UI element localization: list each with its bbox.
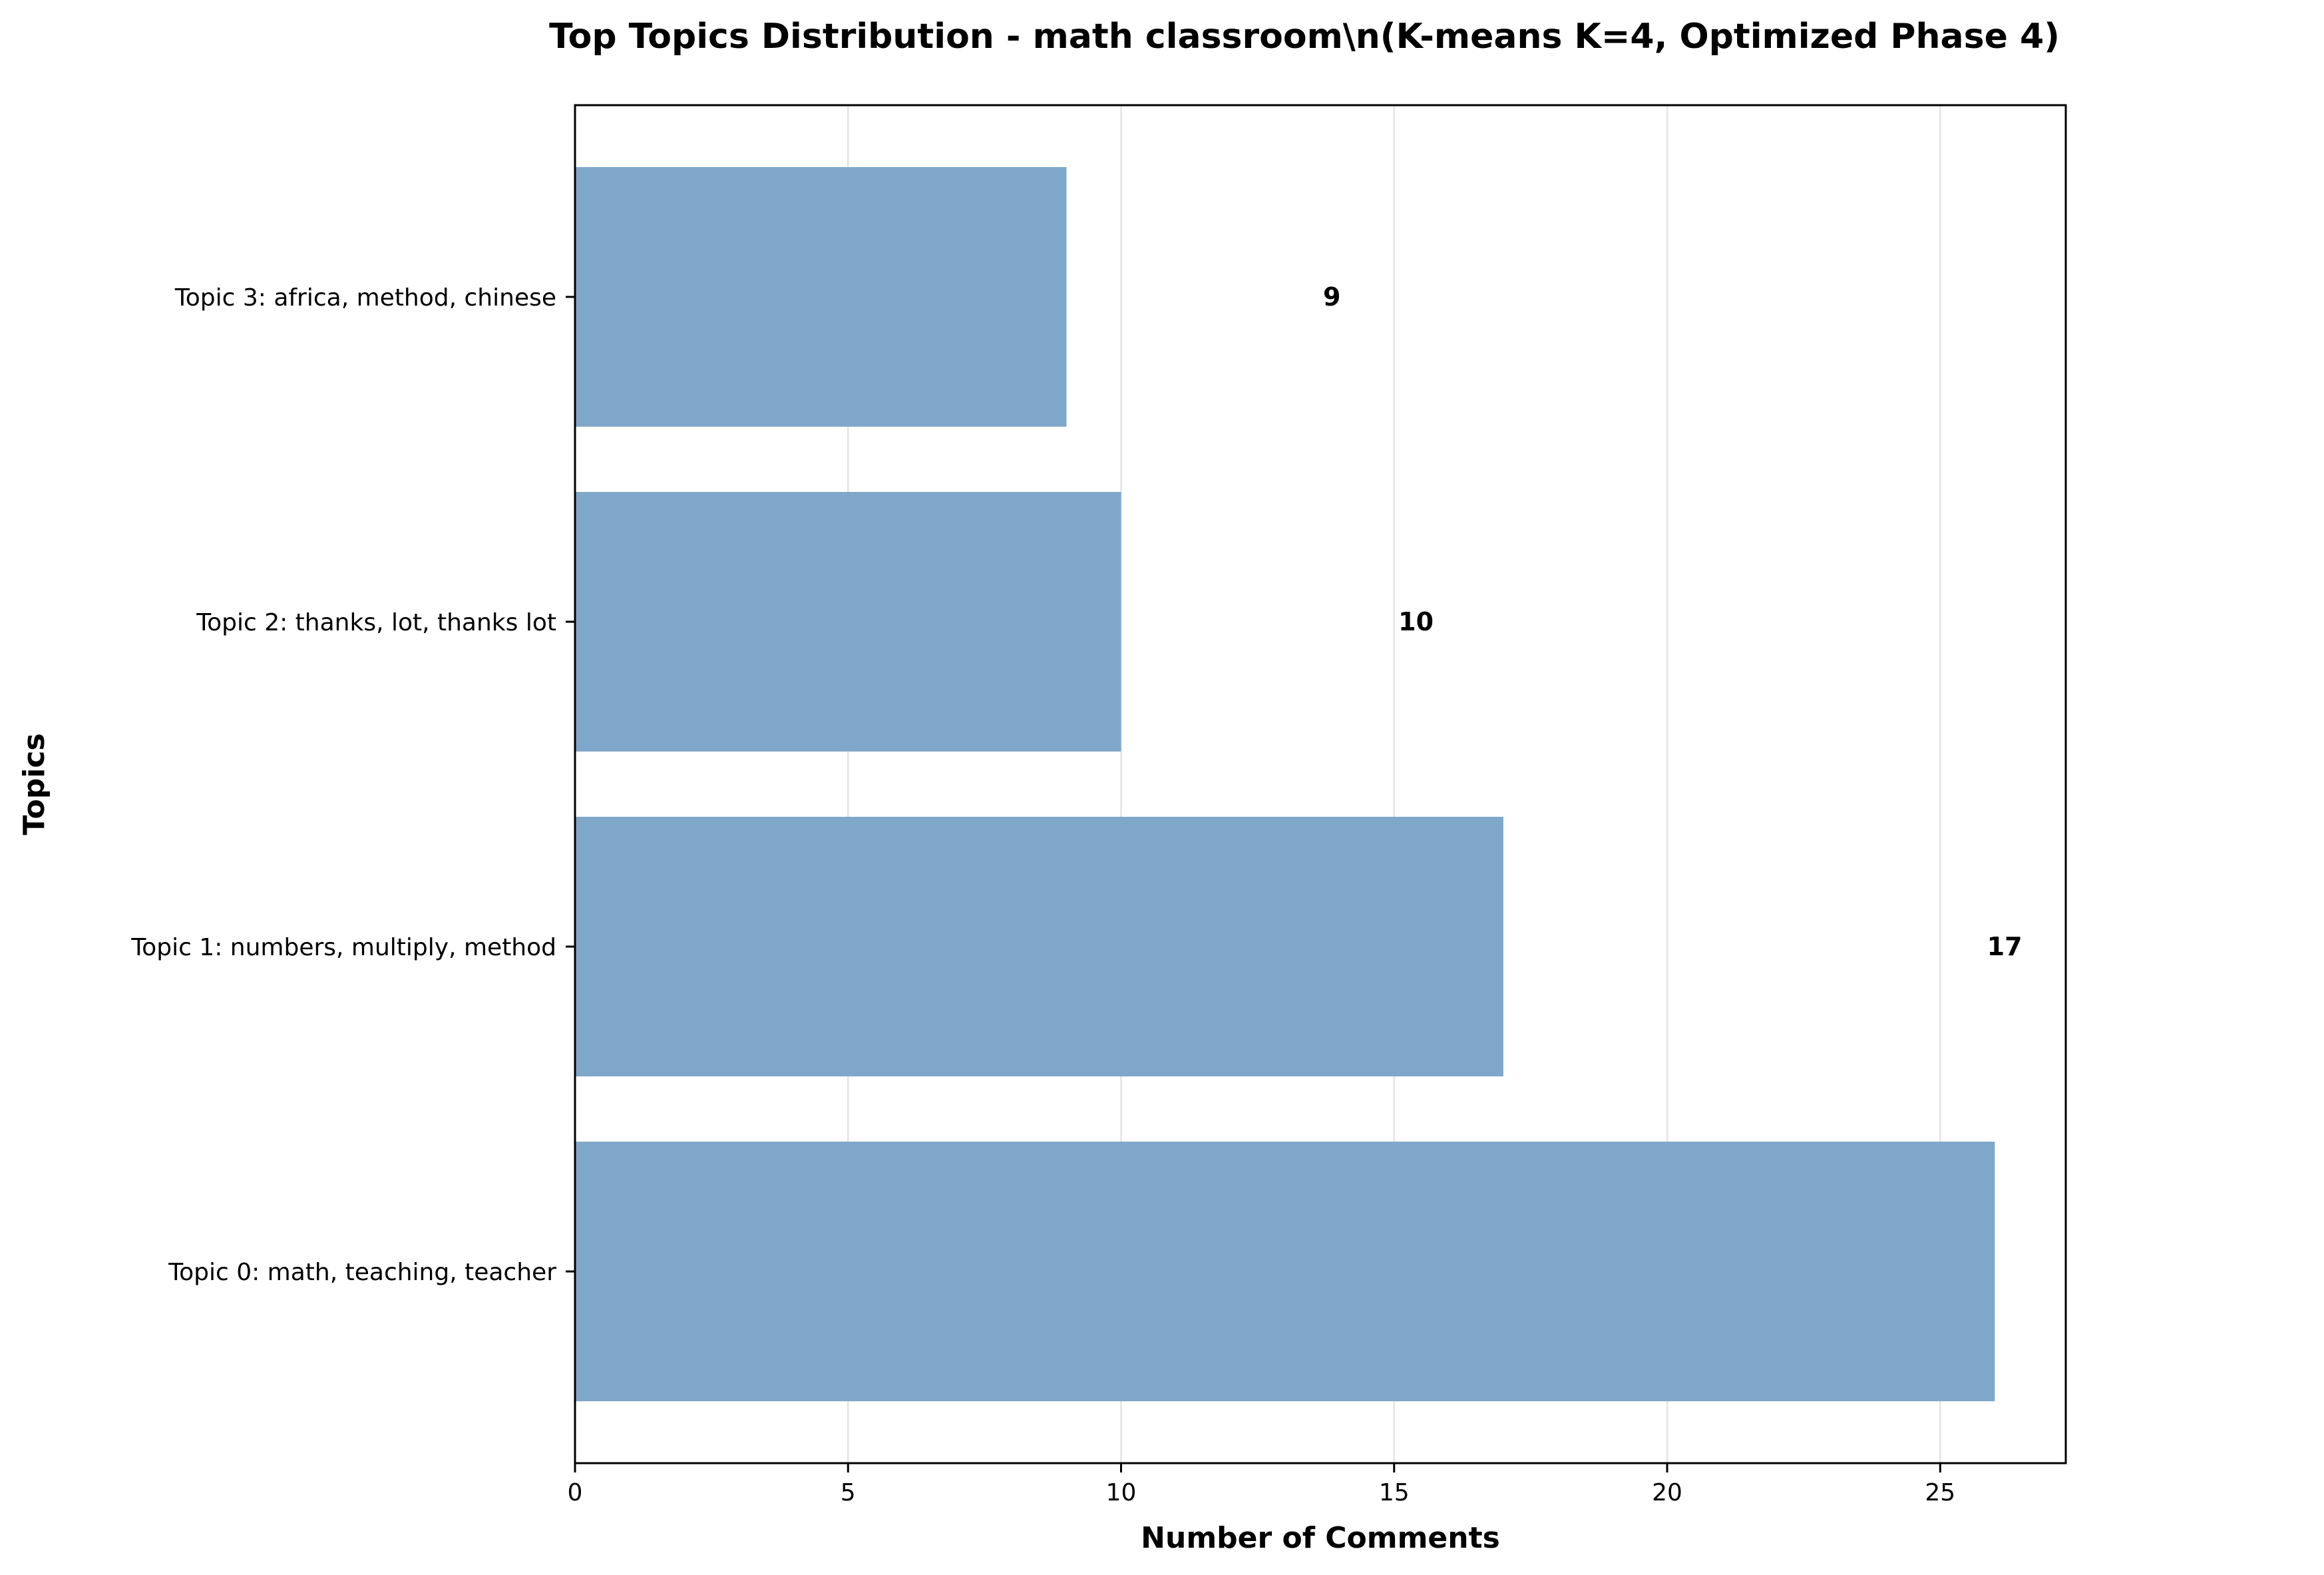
x-tick-label-0: 0 <box>568 1479 583 1506</box>
x-axis-label: Number of Comments <box>1141 1521 1500 1555</box>
x-tick-label-4: 20 <box>1652 1479 1682 1506</box>
x-tick-label-3: 15 <box>1379 1479 1410 1506</box>
value-label-2: 17 <box>1987 932 2023 961</box>
bar-1 <box>575 492 1121 752</box>
y-tick-label-0: Topic 3: africa, method, chinese <box>174 284 556 312</box>
y-tick-label-1: Topic 2: thanks, lot, thanks lot <box>196 609 556 636</box>
bar-2 <box>575 817 1503 1076</box>
plot-area-frame <box>574 104 2067 1464</box>
bar-0 <box>575 167 1067 427</box>
x-axis-ticks: 0 5 10 15 20 25 <box>568 1463 1955 1506</box>
bars <box>575 167 1995 1401</box>
y-tick-label-3: Topic 0: math, teaching, teacher <box>168 1259 556 1286</box>
x-tick-label-5: 25 <box>1925 1479 1955 1506</box>
chart-title: Top Topics Distribution - math classroom… <box>549 17 2060 57</box>
x-tick-label-1: 5 <box>841 1479 856 1506</box>
bar-3 <box>575 1142 1995 1401</box>
y-axis-label: Topics <box>17 733 51 835</box>
value-label-1: 10 <box>1398 607 1434 636</box>
y-axis-ticks: Topic 3: africa, method, chinese Topic 2:… <box>130 284 575 1286</box>
x-tick-label-2: 10 <box>1106 1479 1137 1506</box>
y-tick-label-2: Topic 1: numbers, multiply, method <box>130 934 556 961</box>
value-label-0: 9 <box>1323 282 1340 312</box>
value-labels: 9101726 <box>1323 282 2023 961</box>
